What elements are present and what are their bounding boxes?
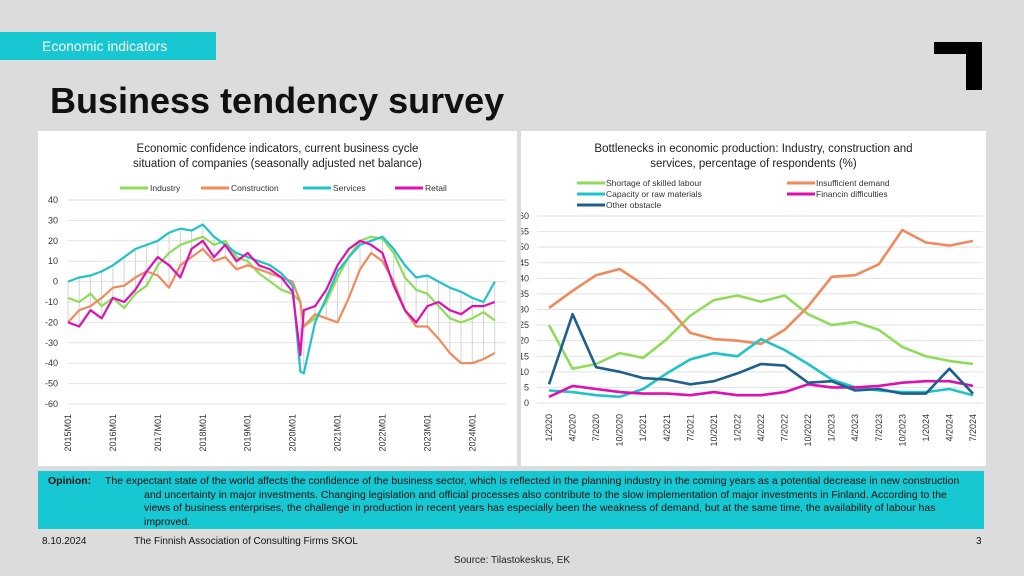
bottlenecks-chart-title-line1: Bottlenecks in economic production: Indu…	[594, 143, 913, 155]
x-tick-label: 7/2024	[968, 414, 978, 442]
x-tick-label: 1/2020	[544, 414, 554, 442]
y-tick-label: 35	[521, 289, 529, 299]
legend-label-construction: Construction	[231, 183, 279, 193]
series-line-other-obstacle	[547, 312, 974, 395]
x-tick-label: 2016M01	[108, 414, 118, 452]
x-tick-label: 4/2023	[850, 414, 860, 442]
x-tick-label: 4/2024	[944, 414, 954, 442]
legend-label-retail: Retail	[425, 183, 447, 193]
x-tick-label: 4/2020	[568, 414, 578, 442]
y-tick-label: 50	[521, 242, 529, 252]
footer-source: Source: Tilastokeskus, EK	[453, 555, 571, 566]
series-line-services	[67, 223, 496, 375]
confidence-chart-title: Economic confidence indicators, current …	[38, 142, 517, 172]
confidence-chart: 40 30 20 10 0 -10 -20 -30 -40 -50 -60 2015M01 2016M0…	[45, 183, 506, 452]
opinion-box: Opinion: The expectant state of the worl…	[38, 471, 984, 529]
x-tick-label: 10/2022	[803, 414, 813, 447]
y-tick-label: 60	[521, 211, 529, 221]
y-tick-label: 10	[521, 367, 529, 377]
y-tick-label: 55	[521, 227, 529, 237]
x-tick-label: 2022M01	[377, 414, 387, 452]
legend-label-insufficient-demand: Insufficient demand	[816, 178, 890, 188]
y-tick-label: -10	[45, 297, 58, 307]
y-tick-label: -30	[45, 338, 58, 348]
footer-date: 8.10.2024	[42, 536, 87, 547]
series-line-retail	[67, 239, 496, 357]
page-title: Business tendency survey	[50, 80, 505, 121]
x-tick-label: 7/2023	[874, 414, 884, 442]
y-tick-label: 40	[521, 273, 529, 283]
x-tick-label: 7/2020	[591, 414, 601, 442]
x-tick-label: 2018M01	[198, 414, 208, 452]
x-tick-label: 4/2021	[662, 414, 672, 442]
legend-label-other-obstacle: Other obstacle	[606, 200, 662, 210]
bottlenecks-chart-title: Bottlenecks in economic production: Indu…	[521, 142, 986, 172]
y-tick-label: 30	[521, 305, 529, 315]
brand-logo-icon	[934, 42, 982, 90]
bottlenecks-chart-title-line2: services, percentage of respondents (%)	[650, 158, 857, 170]
x-tick-label: 1/2024	[921, 414, 931, 442]
y-tick-label: 0	[524, 398, 529, 408]
footer-page-number: 3	[976, 536, 982, 547]
y-tick-label: -40	[45, 358, 58, 368]
x-tick-label: 1/2022	[732, 414, 742, 442]
x-tick-label: 1/2023	[827, 414, 837, 442]
y-tick-label: 40	[48, 195, 58, 205]
x-tick-label: 7/2021	[685, 414, 695, 442]
series-line-industry	[67, 235, 496, 328]
y-tick-label: 25	[521, 320, 529, 330]
series-line-capacity-or-raw-materials	[548, 337, 974, 399]
y-tick-label: 5	[524, 382, 529, 392]
y-tick-label: 30	[48, 215, 58, 225]
y-tick-label: -20	[45, 317, 58, 327]
x-tick-label: 2024M01	[467, 414, 477, 452]
x-tick-label: 2017M01	[153, 414, 163, 452]
y-tick-label: 20	[521, 336, 529, 346]
x-tick-label: 10/2020	[615, 414, 625, 447]
y-tick-label: 45	[521, 258, 529, 268]
y-tick-label: 10	[48, 256, 58, 266]
y-tick-label: -50	[45, 379, 58, 389]
opinion-text: The expectant state of the world affects…	[105, 475, 960, 528]
x-tick-label: 2015M01	[63, 414, 73, 452]
section-tag: Economic indicators	[0, 32, 216, 60]
x-tick-label: 1/2021	[638, 414, 648, 442]
y-tick-label: 0	[53, 277, 58, 287]
series-line-shortage-of-skilled-labour	[547, 294, 974, 370]
x-tick-label: 2023M01	[422, 414, 432, 452]
x-tick-label: 2021M01	[333, 414, 343, 452]
y-tick-label: -60	[45, 399, 58, 409]
x-tick-label: 10/2023	[897, 414, 907, 447]
legend-label-capacity-or-raw-materials: Capacity or raw materials	[606, 189, 702, 199]
legend-label-services: Services	[333, 183, 366, 193]
legend-label-financin-difficulties: Financin difficulties	[816, 189, 888, 199]
x-tick-label: 4/2022	[756, 414, 766, 442]
confidence-chart-panel: Economic confidence indicators, current …	[38, 131, 517, 466]
bottlenecks-chart-panel: Bottlenecks in economic production: Indu…	[521, 131, 986, 466]
confidence-chart-title-line2: situation of companies (seasonally adjus…	[133, 158, 422, 170]
x-tick-label: 2020M01	[288, 414, 298, 452]
y-tick-label: 15	[521, 351, 529, 361]
legend-label-industry: Industry	[150, 183, 181, 193]
x-tick-label: 2019M01	[243, 414, 253, 452]
footer-organization: The Finnish Association of Consulting Fi…	[134, 536, 358, 547]
series-line-financin-difficulties	[548, 379, 974, 398]
confidence-chart-title-line1: Economic confidence indicators, current …	[136, 143, 419, 155]
opinion-label: Opinion:	[48, 475, 92, 487]
section-tag-label: Economic indicators	[42, 38, 168, 54]
series-line-insufficient-demand	[548, 228, 974, 346]
x-tick-label: 10/2021	[709, 414, 719, 447]
legend-label-shortage-of-skilled-labour: Shortage of skilled labour	[606, 178, 702, 188]
y-tick-label: 20	[48, 236, 58, 246]
x-tick-label: 7/2022	[780, 414, 790, 442]
series-line-construction	[67, 247, 496, 365]
